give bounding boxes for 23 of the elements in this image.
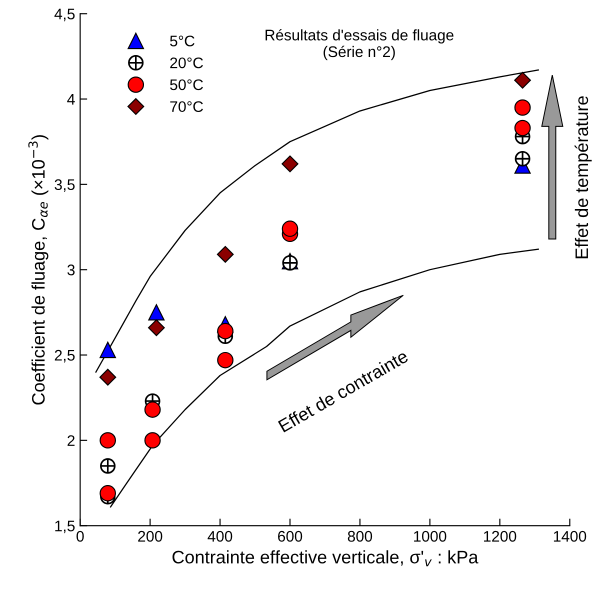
x-tick-label: 1000 (414, 530, 446, 542)
x-tick-label: 1200 (484, 530, 516, 542)
x-tick-label: 600 (278, 530, 302, 542)
x-tick-label: 200 (138, 530, 162, 542)
legend-label: 50°C (170, 79, 203, 90)
y-tick-label: 2 (68, 435, 75, 446)
y-axis-title: Coefficient de fluage, C$_{αe}$ (×10$^{−3}$) (28, 135, 48, 405)
x-tick-label: 1400 (554, 530, 586, 542)
legend-label: 5°C (170, 36, 194, 46)
x-tick-label: 0 (76, 530, 84, 542)
y-tick-label: 3,5 (54, 179, 75, 192)
text: Résultats d'essais de fluage (Série n°2) (266, 29, 454, 60)
y-tick-label: 3 (67, 264, 75, 276)
legend-label: 20°C (170, 57, 203, 68)
text: Effet de température (574, 96, 592, 258)
x-tick-label: 800 (348, 530, 372, 542)
legend-label: 70°C (170, 101, 203, 112)
y-tick-label: 2,5 (54, 350, 75, 363)
y-tick-label: 1,5 (55, 520, 75, 534)
x-axis-title: Contrainte effective verticale, σ'$_{v}$ : kPa (172, 550, 478, 566)
y-tick-label: 4,5 (54, 8, 75, 22)
x-tick-label: 400 (208, 530, 232, 542)
y-tick-label: 4 (67, 94, 75, 105)
